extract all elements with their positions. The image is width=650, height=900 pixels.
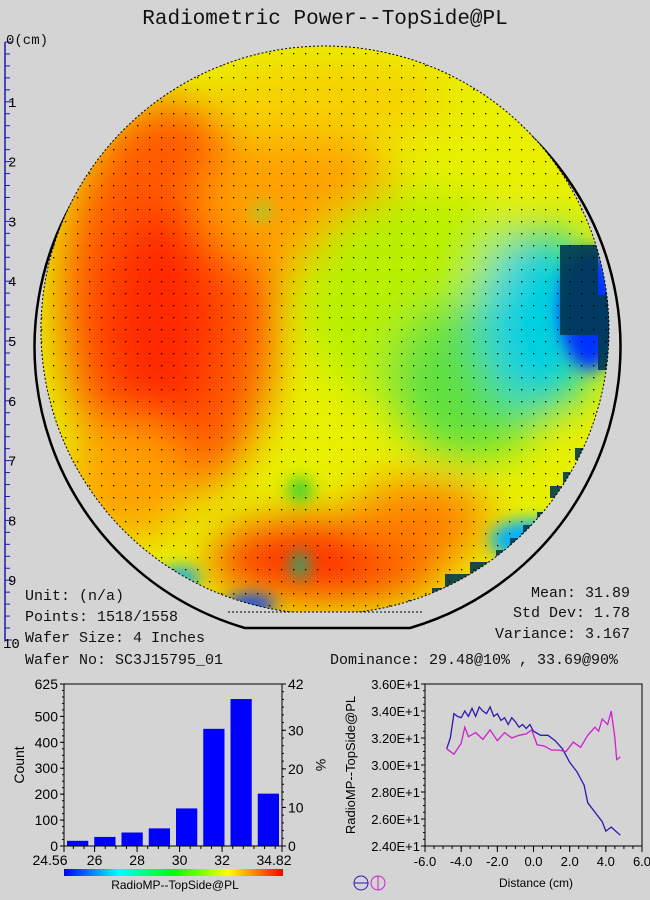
std-dev-text: Std Dev: 1.78 [512, 605, 630, 622]
histogram-bar [148, 828, 170, 846]
histogram-bar [94, 836, 116, 846]
y-tick-label: 300 [35, 760, 59, 776]
y-tick-label: 500 [35, 708, 59, 724]
y2-tick-label: 10 [288, 799, 304, 815]
y-tick-label: 2.40E+1 [371, 839, 420, 854]
y-tick-label: 0 [50, 838, 58, 854]
ruler-unit-label: 0(cm) [6, 33, 49, 49]
x-tick-label: 26 [87, 852, 103, 868]
x-tick-label: 2.0 [561, 854, 579, 869]
histogram-bar [67, 840, 89, 846]
dominance-text: Dominance: 29.48@10% , 33.69@90% [329, 652, 618, 669]
ruler-label: 2 [8, 156, 16, 172]
y-tick-label: 3.60E+1 [371, 677, 420, 692]
histogram-bar [176, 808, 198, 846]
x-tick-label: 6.0 [633, 854, 650, 869]
y-tick-label: 2.60E+1 [371, 812, 420, 827]
ruler-label: 8 [8, 514, 16, 530]
plot-frame [424, 683, 643, 847]
line-profile-chart: 2.40E+1 2.60E+1 2.80E+1 3.00E+1 3.20E+1 3.40E… [343, 677, 650, 891]
x-tick-label: -4.0 [450, 854, 472, 869]
ruler-label: 6 [8, 395, 16, 411]
histogram-chart: 0 100 200 300 400 500 625 0 10 20 30 42 24.56 26 28 30 3… [11, 676, 329, 892]
x-tick-label: 4.0 [597, 854, 615, 869]
x-tick-label: 32 [214, 852, 230, 868]
y2-axis-label: % [313, 759, 329, 771]
wafer-map [33, 45, 622, 630]
y-tick-label: 3.40E+1 [371, 704, 420, 719]
unit-text: Unit: (n/a) [25, 588, 125, 605]
mean-text: Mean: 31.89 [530, 585, 630, 602]
ruler-label: 1 [8, 96, 16, 112]
ruler-label: 5 [8, 335, 16, 351]
x-tick-label: 30 [172, 852, 188, 868]
histogram-bar [203, 728, 225, 846]
x-axis-label: RadioMP--TopSide@PL [111, 878, 239, 892]
ruler-label: 10 [3, 637, 20, 650]
series-line-vertical [446, 710, 621, 761]
horizontal-profile-icon[interactable] [353, 875, 369, 891]
histogram-bar [230, 699, 252, 846]
y2-tick-label: 30 [288, 722, 304, 738]
wafer-no-text: Wafer No: SC3J15795_01 [25, 652, 224, 669]
y-tick-label: 3.20E+1 [371, 731, 420, 746]
vertical-profile-icon[interactable] [370, 875, 386, 891]
ruler-label: 9 [8, 574, 16, 590]
wafer-size-text: Wafer Size: 4 Inches [25, 630, 206, 647]
histogram-bar [121, 832, 143, 846]
page-title: Radiometric Power--TopSide@PL [142, 8, 508, 31]
x-tick-label: 24.56 [32, 852, 67, 868]
y-tick-label: 625 [35, 676, 59, 692]
y-tick-label: 100 [35, 812, 59, 828]
ruler-label: 4 [8, 275, 16, 291]
y-axis-label: RadioMP--TopSide@PL [343, 696, 358, 834]
x-tick-label: -2.0 [486, 854, 508, 869]
series-line-horizontal [446, 705, 621, 836]
y2-tick-label: 42 [288, 676, 304, 692]
points-text: Points: 1518/1558 [25, 609, 179, 626]
y2-tick-label: 20 [288, 761, 304, 777]
ruler-label: 3 [8, 215, 16, 231]
y-tick-label: 200 [35, 786, 59, 802]
x-tick-label: 28 [129, 852, 145, 868]
y-axis-label: Count [11, 746, 27, 783]
x-tick-label: 0.0 [524, 854, 542, 869]
y2-tick-label: 0 [288, 838, 296, 854]
x-tick-label: 34.82 [256, 852, 291, 868]
ruler-label: 7 [8, 455, 16, 471]
y-tick-label: 400 [35, 734, 59, 750]
histogram-bar [257, 793, 279, 846]
x-tick-label: -6.0 [414, 854, 436, 869]
y-tick-label: 3.00E+1 [371, 758, 420, 773]
variance-text: Variance: 3.167 [494, 626, 630, 643]
vertical-ruler: 1 2 3 4 5 6 7 8 9 10 [3, 41, 20, 650]
y-tick-label: 2.80E+1 [371, 785, 420, 800]
color-scale-bar [64, 869, 283, 876]
x-axis-label: Distance (cm) [499, 876, 573, 890]
